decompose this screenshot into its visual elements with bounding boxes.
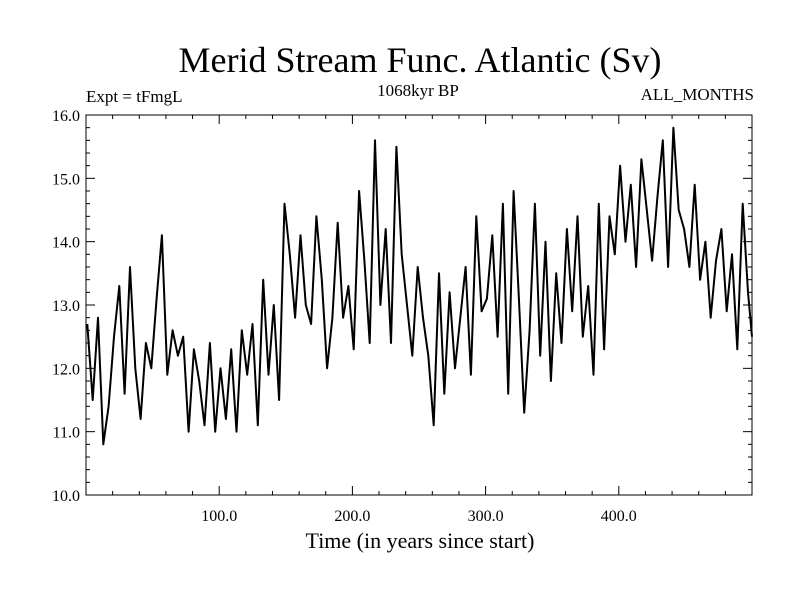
x-tick-label: 100.0	[201, 508, 237, 525]
experiment-label: Expt = tFmgL	[86, 87, 182, 106]
data-line	[86, 126, 753, 446]
axes: 10.0 11.0 12.0 13.0 14.0 15.0 16.0 100.0 200.0 30…	[52, 108, 752, 525]
y-tick-label: 13.0	[52, 298, 80, 315]
x-tick-label: 200.0	[334, 508, 370, 525]
plot-frame	[85, 114, 753, 496]
x-tick-label: 400.0	[601, 508, 637, 525]
y-tick-label: 11.0	[53, 425, 80, 442]
y-tick-label: 15.0	[52, 171, 80, 188]
y-tick-label: 12.0	[52, 361, 80, 378]
y-tick-label: 14.0	[52, 235, 80, 252]
y-tick-label: 16.0	[52, 108, 80, 125]
x-axis-label: Time (in years since start)	[306, 528, 535, 553]
x-tick-label: 300.0	[468, 508, 504, 525]
chart-title: Merid Stream Func. Atlantic (Sv)	[179, 40, 662, 80]
y-tick-label: 10.0	[52, 488, 80, 505]
period-label: 1068kyr BP	[377, 81, 459, 100]
months-label: ALL_MONTHS	[641, 85, 754, 104]
